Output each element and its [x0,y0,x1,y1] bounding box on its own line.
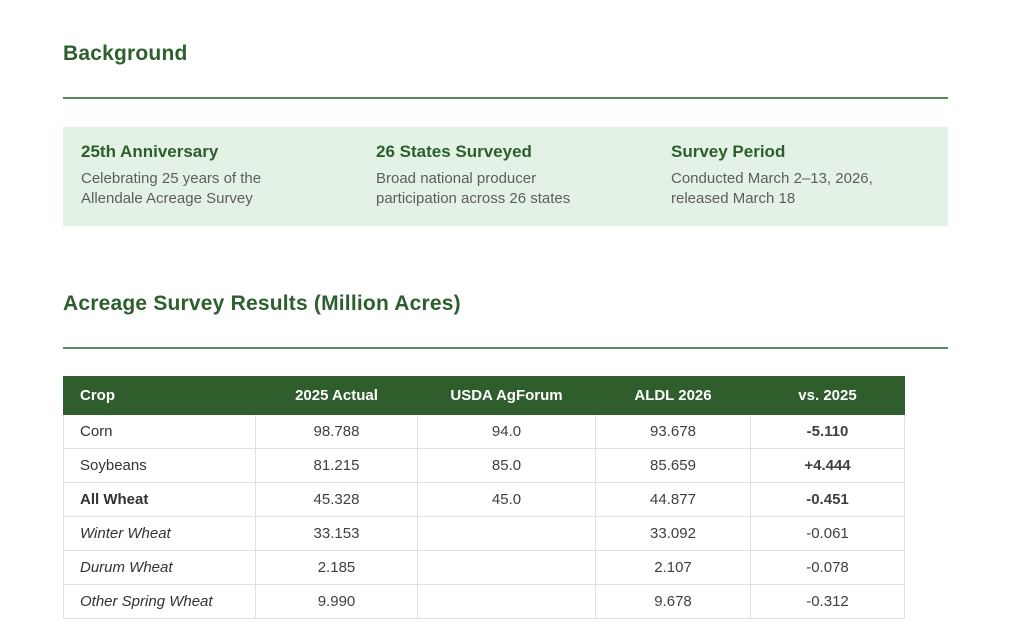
card-title: 25th Anniversary [81,142,358,162]
value-usda-agforum [418,584,596,618]
info-card-survey-period: Survey Period Conducted March 2–13, 2026… [653,142,948,209]
value-2025-actual: 33.153 [256,516,418,550]
value-2025-actual: 98.788 [256,414,418,448]
table-row-soybeans: Soybeans 81.215 85.0 85.659 +4.444 [64,448,905,482]
value-aldl-2026: 85.659 [596,448,751,482]
column-header-2025-actual: 2025 Actual [256,376,418,414]
value-2025-actual: 45.328 [256,482,418,516]
value-2025-actual: 2.185 [256,550,418,584]
info-card-states-surveyed: 26 States Surveyed Broad national produc… [358,142,653,209]
section-divider [63,347,948,349]
crop-name: Durum Wheat [64,550,256,584]
column-header-usda-agforum: USDA AgForum [418,376,596,414]
value-vs-2025: -0.312 [751,584,905,618]
value-vs-2025: -0.061 [751,516,905,550]
crop-name: Winter Wheat [64,516,256,550]
value-vs-2025: -5.110 [751,414,905,448]
value-aldl-2026: 9.678 [596,584,751,618]
page-container: Background 25th Anniversary Celebrating … [0,0,948,619]
table-row-winter-wheat: Winter Wheat 33.153 33.092 -0.061 [64,516,905,550]
value-aldl-2026: 44.877 [596,482,751,516]
column-header-vs-2025: vs. 2025 [751,376,905,414]
table-row-durum-wheat: Durum Wheat 2.185 2.107 -0.078 [64,550,905,584]
card-body: Broad national producer participation ac… [376,169,608,209]
table-header-row: Crop 2025 Actual USDA AgForum ALDL 2026 … [64,376,905,414]
value-aldl-2026: 2.107 [596,550,751,584]
card-title: Survey Period [671,142,948,162]
results-heading: Acreage Survey Results (Million Acres) [63,292,948,316]
crop-name: All Wheat [64,482,256,516]
value-usda-agforum [418,550,596,584]
info-cards-panel: 25th Anniversary Celebrating 25 years of… [63,127,948,226]
acreage-results-table: Crop 2025 Actual USDA AgForum ALDL 2026 … [63,376,905,619]
crop-name: Corn [64,414,256,448]
value-usda-agforum [418,516,596,550]
card-body: Conducted March 2–13, 2026, released Mar… [671,169,903,209]
value-vs-2025: -0.078 [751,550,905,584]
value-2025-actual: 81.215 [256,448,418,482]
table-row-other-spring-wheat: Other Spring Wheat 9.990 9.678 -0.312 [64,584,905,618]
info-card-anniversary: 25th Anniversary Celebrating 25 years of… [63,142,358,209]
value-aldl-2026: 93.678 [596,414,751,448]
value-aldl-2026: 33.092 [596,516,751,550]
card-title: 26 States Surveyed [376,142,653,162]
value-vs-2025: +4.444 [751,448,905,482]
column-header-aldl-2026: ALDL 2026 [596,376,751,414]
crop-name: Soybeans [64,448,256,482]
section-divider [63,97,948,99]
value-usda-agforum: 94.0 [418,414,596,448]
background-heading: Background [63,42,948,66]
table-row-all-wheat: All Wheat 45.328 45.0 44.877 -0.451 [64,482,905,516]
column-header-crop: Crop [64,376,256,414]
card-body: Celebrating 25 years of the Allendale Ac… [81,169,313,209]
value-usda-agforum: 45.0 [418,482,596,516]
value-vs-2025: -0.451 [751,482,905,516]
value-usda-agforum: 85.0 [418,448,596,482]
crop-name: Other Spring Wheat [64,584,256,618]
table-row-corn: Corn 98.788 94.0 93.678 -5.110 [64,414,905,448]
value-2025-actual: 9.990 [256,584,418,618]
